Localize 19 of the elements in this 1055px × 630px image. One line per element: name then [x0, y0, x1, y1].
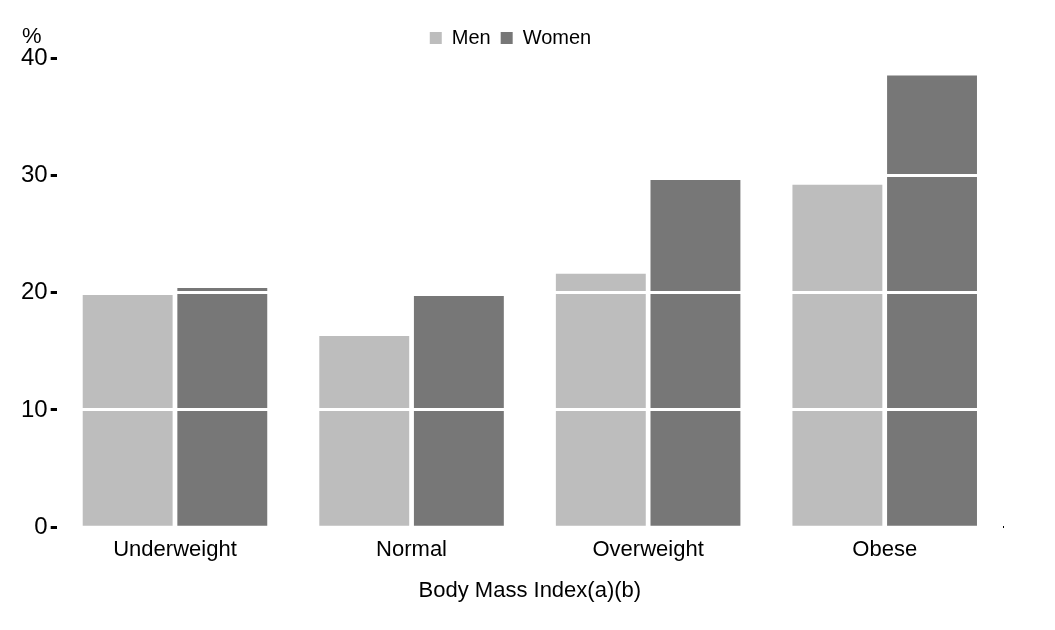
x-tick-label: Obese	[852, 536, 918, 562]
y-tick-label: 10	[20, 394, 48, 422]
x-tick-label: Overweight	[592, 536, 704, 562]
bar	[413, 296, 504, 526]
bar	[319, 336, 410, 526]
bar	[82, 294, 173, 526]
bar	[792, 184, 883, 526]
y-tick-label: 20	[20, 277, 48, 305]
legend-label: Men	[451, 25, 491, 48]
bar	[177, 287, 268, 526]
bar	[555, 273, 646, 526]
x-tick-label: Underweight	[113, 536, 237, 562]
y-tick-label: 30	[20, 159, 48, 187]
legend-label: Women	[522, 25, 592, 48]
y-tick-label: 0	[34, 511, 48, 539]
bar	[887, 75, 977, 526]
bar	[650, 179, 741, 526]
x-axis-title: Body Mass Index(a)(b)	[418, 576, 642, 602]
x-tick-label: Normal	[376, 536, 448, 562]
